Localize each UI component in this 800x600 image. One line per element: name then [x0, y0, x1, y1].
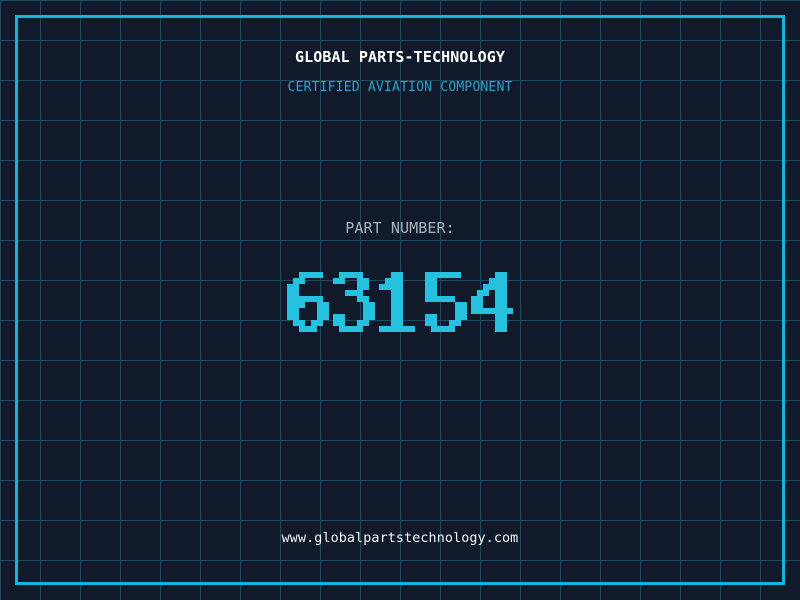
pixel-digit — [379, 272, 421, 332]
certification-subtitle: CERTIFIED AVIATION COMPONENT — [287, 80, 513, 95]
pixel-digit — [333, 272, 375, 332]
pixel-digit — [287, 272, 329, 332]
part-number-label: PART NUMBER: — [345, 219, 455, 237]
pixel-digit — [471, 272, 513, 332]
part-number-value — [0, 272, 800, 332]
blueprint-frame-border — [15, 15, 785, 585]
website-url: www.globalpartstechnology.com — [281, 531, 519, 546]
pixel-digit — [425, 272, 467, 332]
company-title: GLOBAL PARTS-TECHNOLOGY — [294, 48, 505, 66]
